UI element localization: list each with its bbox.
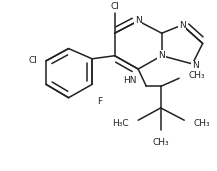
Text: CH₃: CH₃ — [188, 71, 205, 80]
Text: N: N — [192, 61, 199, 70]
Text: HN: HN — [123, 76, 136, 85]
Text: N: N — [179, 21, 186, 30]
Text: N: N — [135, 16, 141, 25]
Text: CH₃: CH₃ — [152, 138, 169, 147]
Text: F: F — [97, 97, 102, 106]
Text: N: N — [158, 51, 165, 60]
Text: Cl: Cl — [29, 56, 38, 65]
Text: CH₃: CH₃ — [194, 119, 210, 128]
Text: Cl: Cl — [110, 2, 119, 11]
Text: H₃C: H₃C — [112, 119, 129, 128]
